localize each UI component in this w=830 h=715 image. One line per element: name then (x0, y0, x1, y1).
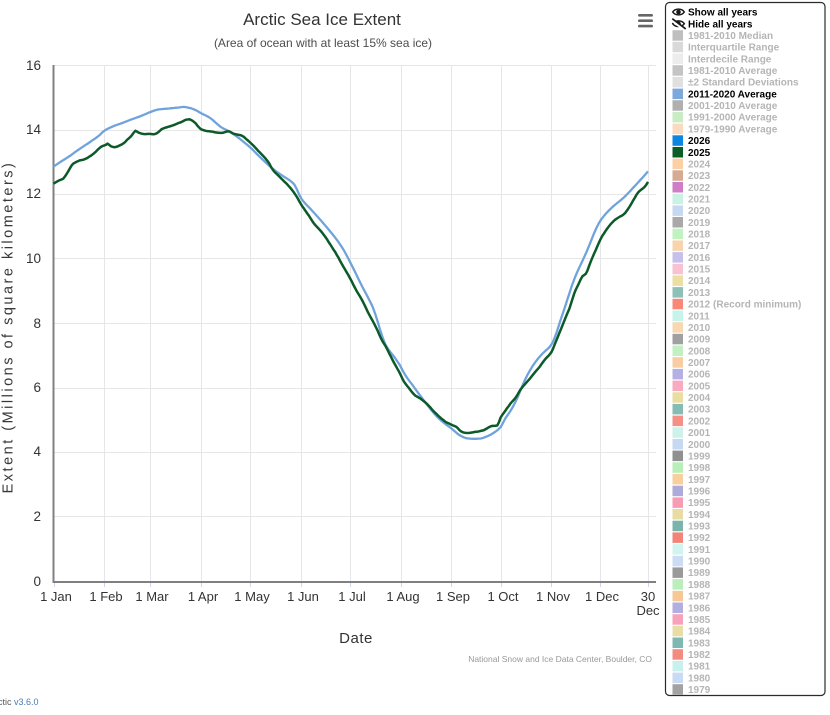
svg-text:Dec: Dec (636, 603, 660, 618)
svg-text:1 Sep: 1 Sep (436, 589, 470, 604)
svg-text:1 Feb: 1 Feb (89, 589, 122, 604)
svg-text:2011: 2011 (688, 311, 710, 322)
svg-text:1994: 1994 (688, 510, 711, 521)
svg-text:1981: 1981 (688, 662, 711, 673)
svg-text:2016: 2016 (688, 253, 711, 264)
svg-text:16: 16 (26, 58, 41, 73)
svg-text:1 Dec: 1 Dec (585, 589, 619, 604)
svg-text:1996: 1996 (688, 487, 711, 498)
svg-text:1 Mar: 1 Mar (135, 589, 169, 604)
svg-text:Interquartile Range: Interquartile Range (688, 43, 780, 54)
svg-text:1 Oct: 1 Oct (487, 589, 518, 604)
svg-text:4: 4 (33, 444, 41, 459)
svg-text:1985: 1985 (688, 615, 711, 626)
svg-text:2014: 2014 (688, 276, 711, 287)
svg-text:30: 30 (641, 589, 655, 604)
svg-text:1982: 1982 (688, 650, 711, 661)
svg-text:2024: 2024 (688, 159, 711, 170)
svg-text:1 Jun: 1 Jun (287, 589, 319, 604)
svg-text:1991: 1991 (688, 545, 711, 556)
svg-text:2007: 2007 (688, 358, 711, 369)
svg-text:1990: 1990 (688, 557, 711, 568)
svg-text:2004: 2004 (688, 393, 711, 404)
svg-text:Arctic Sea Ice Extent: Arctic Sea Ice Extent (243, 10, 401, 29)
svg-text:2005: 2005 (688, 381, 711, 392)
svg-text:2022: 2022 (688, 183, 711, 194)
svg-text:2023: 2023 (688, 171, 711, 182)
svg-text:1991-2000 Average: 1991-2000 Average (688, 113, 778, 124)
svg-text:1998: 1998 (688, 463, 711, 474)
svg-text:1988: 1988 (688, 580, 711, 591)
svg-text:0: 0 (33, 574, 41, 589)
svg-text:1983: 1983 (688, 638, 711, 649)
svg-text:1 Jul: 1 Jul (338, 589, 366, 604)
svg-text:(Area of ocean with at least 1: (Area of ocean with at least 15% sea ice… (214, 36, 432, 50)
svg-text:1984: 1984 (688, 627, 711, 638)
svg-text:12: 12 (26, 186, 41, 201)
svg-text:1981-2010 Median: 1981-2010 Median (688, 31, 773, 42)
svg-text:1986: 1986 (688, 603, 711, 614)
svg-text:ctic v3.6.0: ctic v3.6.0 (0, 697, 39, 707)
svg-text:Show all years: Show all years (688, 8, 758, 19)
svg-text:2017: 2017 (688, 241, 711, 252)
svg-text:1993: 1993 (688, 522, 711, 533)
svg-text:2012 (Record minimum): 2012 (Record minimum) (688, 300, 801, 311)
svg-text:2009: 2009 (688, 335, 711, 346)
svg-text:1980: 1980 (688, 673, 711, 684)
svg-text:2: 2 (33, 509, 41, 524)
svg-text:2021: 2021 (688, 195, 711, 206)
svg-text:1979-1990 Average: 1979-1990 Average (688, 124, 778, 135)
svg-text:2002: 2002 (688, 416, 711, 427)
svg-text:2011-2020 Average: 2011-2020 Average (688, 89, 777, 100)
svg-text:1989: 1989 (688, 568, 711, 579)
svg-text:Hide all years: Hide all years (688, 19, 753, 30)
svg-text:8: 8 (33, 316, 41, 331)
svg-text:1 Jan: 1 Jan (40, 589, 72, 604)
svg-text:±2 Standard Deviations: ±2 Standard Deviations (688, 78, 799, 89)
svg-text:1 Apr: 1 Apr (188, 589, 219, 604)
svg-text:National Snow and Ice Data Cen: National Snow and Ice Data Center, Bould… (468, 654, 652, 664)
svg-text:1 Aug: 1 Aug (386, 589, 419, 604)
svg-text:Date: Date (339, 630, 373, 647)
svg-text:1 May: 1 May (234, 589, 270, 604)
svg-text:2008: 2008 (688, 346, 711, 357)
svg-text:2013: 2013 (688, 288, 711, 299)
svg-text:1995: 1995 (688, 498, 711, 509)
svg-text:1997: 1997 (688, 475, 711, 486)
svg-text:1979: 1979 (688, 685, 711, 696)
svg-text:1992: 1992 (688, 533, 711, 544)
svg-text:1987: 1987 (688, 592, 711, 603)
svg-text:2015: 2015 (688, 265, 711, 276)
svg-text:1999: 1999 (688, 451, 711, 462)
svg-text:2000: 2000 (688, 440, 711, 451)
svg-text:6: 6 (33, 380, 41, 395)
svg-text:Extent (Millions of square kil: Extent (Millions of square kilometers) (1, 161, 17, 494)
svg-text:10: 10 (26, 251, 41, 266)
svg-text:2019: 2019 (688, 218, 711, 229)
svg-text:2025: 2025 (688, 148, 711, 159)
svg-text:Interdecile Range: Interdecile Range (688, 54, 772, 65)
svg-text:14: 14 (26, 122, 42, 137)
svg-text:2026: 2026 (688, 136, 711, 147)
svg-text:2003: 2003 (688, 405, 711, 416)
svg-text:2006: 2006 (688, 370, 711, 381)
svg-text:1981-2010 Average: 1981-2010 Average (688, 66, 778, 77)
svg-text:2001: 2001 (688, 428, 711, 439)
svg-text:2010: 2010 (688, 323, 711, 334)
svg-text:2020: 2020 (688, 206, 711, 217)
svg-text:2001-2010 Average: 2001-2010 Average (688, 101, 778, 112)
svg-text:1 Nov: 1 Nov (536, 589, 570, 604)
svg-text:2018: 2018 (688, 230, 711, 241)
